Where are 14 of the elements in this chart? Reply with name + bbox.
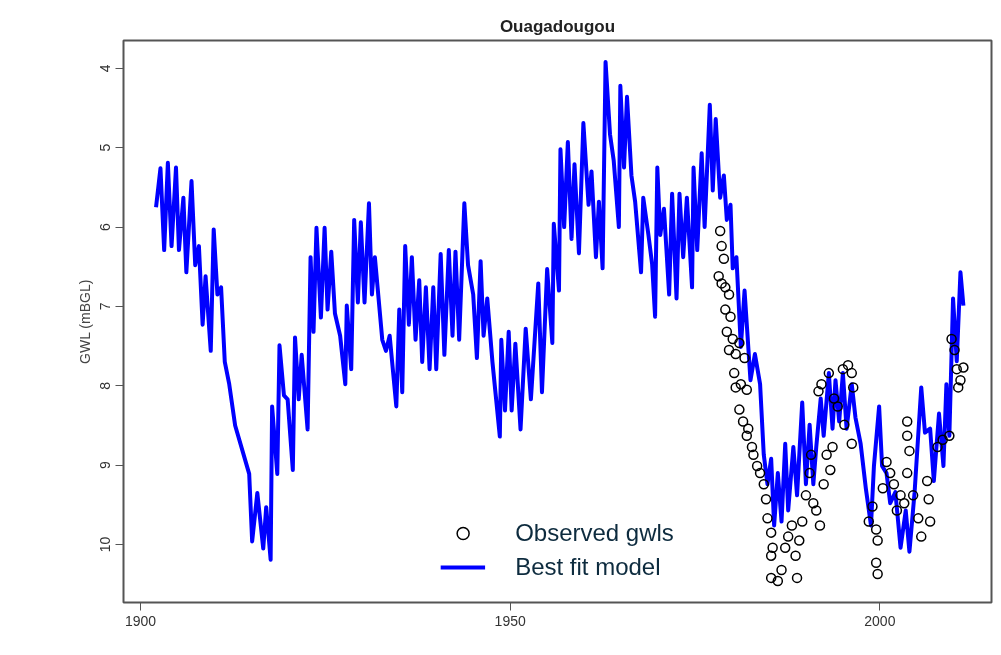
y-tick-label: 4 bbox=[97, 64, 114, 73]
y-tick-label: 7 bbox=[97, 302, 114, 311]
y-tick-label: 9 bbox=[97, 461, 114, 470]
y-axis-title: GWL (mBGL) bbox=[76, 279, 93, 364]
y-tick-label: 5 bbox=[97, 143, 114, 152]
y-tick-label: 10 bbox=[97, 536, 114, 553]
y-tick-label: 6 bbox=[97, 222, 114, 231]
chart-title: Ouagadougou bbox=[499, 16, 616, 36]
x-tick-label: 1900 bbox=[124, 612, 157, 629]
legend-label: Observed gwls bbox=[515, 519, 674, 547]
x-tick-label: 1950 bbox=[494, 612, 526, 629]
x-tick-label: 2000 bbox=[864, 612, 896, 629]
legend-label: Best fit model bbox=[515, 553, 661, 581]
y-tick-label: 8 bbox=[97, 381, 114, 390]
